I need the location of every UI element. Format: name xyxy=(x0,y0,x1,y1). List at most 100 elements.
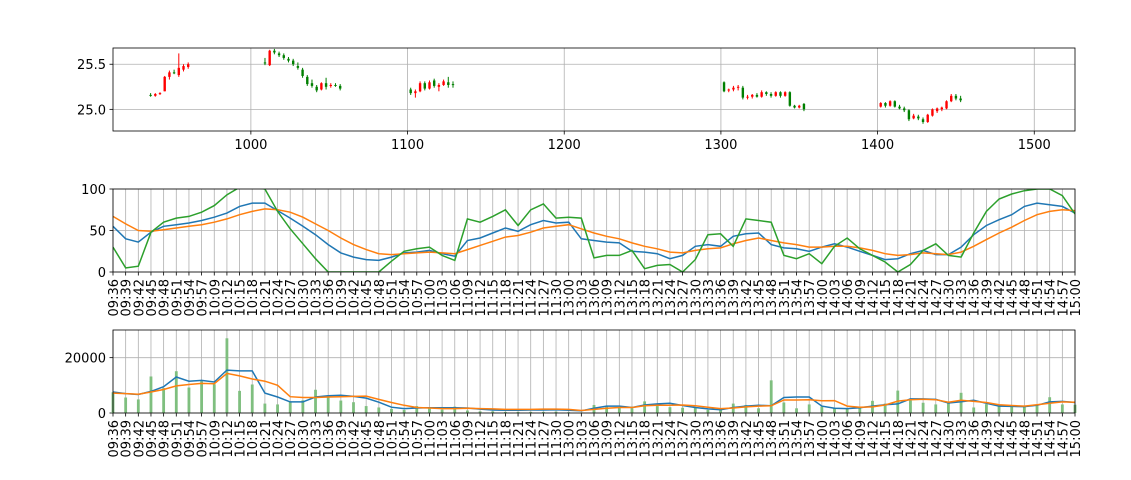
price-ytick-label: 25.5 xyxy=(77,58,106,73)
volume-time-label: 10:39 xyxy=(335,420,350,457)
volume-bar xyxy=(250,384,254,413)
volume-time-label: 15:00 xyxy=(1069,420,1084,457)
kdj-time-label: 14:57 xyxy=(1056,279,1071,316)
kdj-time-label: 14:42 xyxy=(993,279,1008,316)
candle-body-up xyxy=(442,81,445,85)
kdj-time-label: 13:18 xyxy=(639,279,654,316)
volume-bar xyxy=(630,408,634,413)
volume-time-label: 10:42 xyxy=(348,420,363,457)
volume-time-label: 13:51 xyxy=(778,420,793,457)
candle-body-up xyxy=(329,84,332,86)
volume-bar xyxy=(782,402,786,413)
volume-time-label: 14:51 xyxy=(1031,420,1046,457)
candle-body-up xyxy=(428,82,431,89)
volume-time-label: 13:45 xyxy=(753,420,768,457)
volume-time-label: 14:03 xyxy=(829,420,844,457)
kdj-time-label: 14:24 xyxy=(917,279,932,316)
volume-bar xyxy=(934,404,938,413)
volume-time-label: 09:51 xyxy=(170,420,185,457)
volume-bar xyxy=(402,409,406,413)
volume-bar xyxy=(516,411,520,413)
kdj-time-label: 10:21 xyxy=(259,279,274,316)
volume-time-label: 14:42 xyxy=(993,420,1008,457)
kdj-series-k-line xyxy=(113,202,1075,262)
kdj-time-label: 14:48 xyxy=(1018,279,1033,316)
kdj-time-label: 10:39 xyxy=(335,279,350,316)
volume-time-label: 11:09 xyxy=(461,420,476,457)
kdj-time-label: 09:39 xyxy=(120,279,135,316)
kdj-time-label: 13:39 xyxy=(727,279,742,316)
candle-body-down xyxy=(310,83,314,86)
candle-body-down xyxy=(765,92,768,95)
volume-bar xyxy=(681,407,685,413)
kdj-time-label: 13:21 xyxy=(651,279,666,316)
volume-bar xyxy=(1048,397,1052,413)
candle-body-up xyxy=(414,91,417,94)
kdj-time-label: 09:36 xyxy=(107,279,122,316)
volume-time-label: 10:30 xyxy=(297,420,312,457)
candle-body-down xyxy=(149,94,152,96)
volume-bar xyxy=(541,411,545,413)
volume-time-label: 11:06 xyxy=(449,420,464,457)
volume-bar xyxy=(972,407,976,413)
candle-body-down xyxy=(432,80,436,86)
kdj-time-label: 14:39 xyxy=(980,279,995,316)
kdj-time-label: 14:00 xyxy=(816,279,831,316)
candle-body-up xyxy=(912,115,915,119)
kdj-time-label: 11:06 xyxy=(449,279,464,316)
candle-body-up xyxy=(945,101,948,109)
volume-time-label: 11:21 xyxy=(512,420,527,457)
volume-bar xyxy=(136,399,140,413)
volume-time-label: 11:00 xyxy=(423,420,438,457)
price-xtick-label: 1400 xyxy=(861,138,894,153)
kdj-time-label: 13:51 xyxy=(778,279,793,316)
kdj-time-label: 09:48 xyxy=(158,279,173,316)
volume-bar xyxy=(617,407,621,413)
candle-body-up xyxy=(187,64,190,67)
volume-time-label: 14:06 xyxy=(841,420,856,457)
volume-bar xyxy=(301,400,305,413)
kdj-time-label: 14:18 xyxy=(892,279,907,316)
volume-bar xyxy=(314,389,317,413)
volume-bar xyxy=(554,411,558,413)
volume-bar xyxy=(288,401,292,413)
volume-bar xyxy=(845,408,849,413)
volume-bar xyxy=(377,407,381,413)
kdj-time-label: 10:18 xyxy=(246,279,261,316)
kdj-time-label: 11:21 xyxy=(512,279,527,316)
volume-time-label: 14:45 xyxy=(1006,420,1021,457)
volume-time-label: 14:15 xyxy=(879,420,894,457)
kdj-panel-frame xyxy=(112,188,1076,273)
volume-bar xyxy=(959,392,963,413)
volume-time-label: 13:24 xyxy=(664,420,679,457)
volume-time-label: 14:30 xyxy=(942,420,957,457)
volume-time-label: 10:27 xyxy=(284,420,299,457)
volume-bar xyxy=(807,404,811,413)
kdj-time-label: 14:12 xyxy=(866,279,881,316)
candle-body-up xyxy=(727,89,730,91)
volume-time-label: 11:24 xyxy=(525,420,540,457)
volume-time-label: 10:15 xyxy=(234,420,249,457)
volume-time-label: 13:06 xyxy=(588,420,603,457)
volume-bar xyxy=(162,388,166,413)
volume-time-label: 14:27 xyxy=(930,420,945,457)
kdj-time-label: 13:24 xyxy=(664,279,679,316)
volume-time-label: 10:09 xyxy=(208,420,223,457)
volume-time-label: 13:15 xyxy=(626,420,641,457)
kdj-time-label: 14:15 xyxy=(879,279,894,316)
volume-time-label: 10:24 xyxy=(272,420,287,457)
volume-bar xyxy=(719,409,722,413)
volume-bar xyxy=(276,404,279,413)
volume-time-label: 14:33 xyxy=(955,420,970,457)
candle-body-down xyxy=(802,103,806,110)
volume-bar xyxy=(212,384,216,413)
kdj-time-label: 11:12 xyxy=(474,279,489,316)
kdj-time-label: 13:33 xyxy=(702,279,717,316)
kdj-time-label: 11:30 xyxy=(550,279,565,316)
volume-bar xyxy=(947,403,950,413)
candle-body-up xyxy=(732,87,735,90)
volume-time-label: 14:21 xyxy=(904,420,919,457)
kdj-time-label: 13:15 xyxy=(626,279,641,316)
kdj-time-label: 13:48 xyxy=(765,279,780,316)
candle-body-down xyxy=(959,98,962,101)
